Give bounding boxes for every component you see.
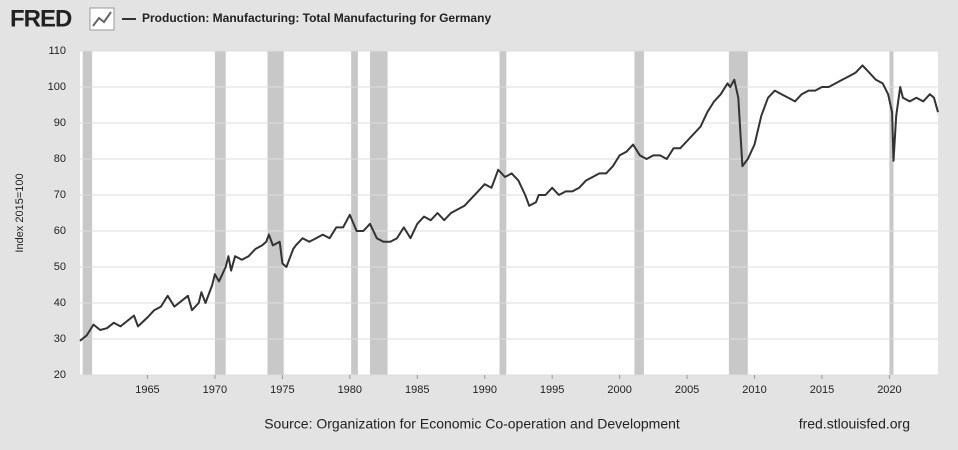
logo: FRED [10,5,72,32]
x-tick-label: 1995 [540,384,564,396]
recession-band [82,51,93,375]
recession-band [499,51,507,375]
recession-band [351,51,358,375]
recession-band [267,51,284,375]
y-tick-label: 70 [54,189,66,201]
x-tick-label: 2010 [742,384,766,396]
y-tick-label: 60 [54,225,66,237]
plot-area [80,51,938,375]
recession-band [214,51,226,375]
y-tick-label: 90 [54,117,66,129]
recession-band [370,51,388,375]
x-tick-label: 1965 [135,384,159,396]
y-tick-label: 50 [54,261,66,273]
y-tick-label: 20 [54,369,66,381]
x-tick-label: 1975 [270,384,294,396]
y-tick-label: 80 [54,153,66,165]
x-tick-label: 1970 [203,384,227,396]
y-tick-label: 100 [48,81,66,93]
recession-band [634,51,644,375]
site: fred.stlouisfed.org [799,416,910,432]
source: Source: Organization for Economic Co-ope… [264,416,680,432]
recession-band [728,51,748,375]
recession-band [889,51,894,375]
series-line [79,64,939,342]
logo-icon-line [92,11,112,27]
x-tick-label: 1990 [472,384,496,396]
x-tick-label: 2000 [607,384,631,396]
y-axis-label: Index 2015=100 [14,173,26,252]
logo-icon [89,7,115,31]
x-tick-label: 1985 [405,384,429,396]
y-tick-label: 30 [54,333,66,345]
x-tick-label: 1980 [338,384,362,396]
y-tick-label: 40 [54,297,66,309]
x-tick-label: 2015 [810,384,834,396]
x-tick-label: 2005 [675,384,699,396]
legend-label: Production: Manufacturing: Total Manufac… [142,11,491,25]
y-tick-label: 110 [48,45,66,57]
x-tick-label: 2020 [877,384,901,396]
